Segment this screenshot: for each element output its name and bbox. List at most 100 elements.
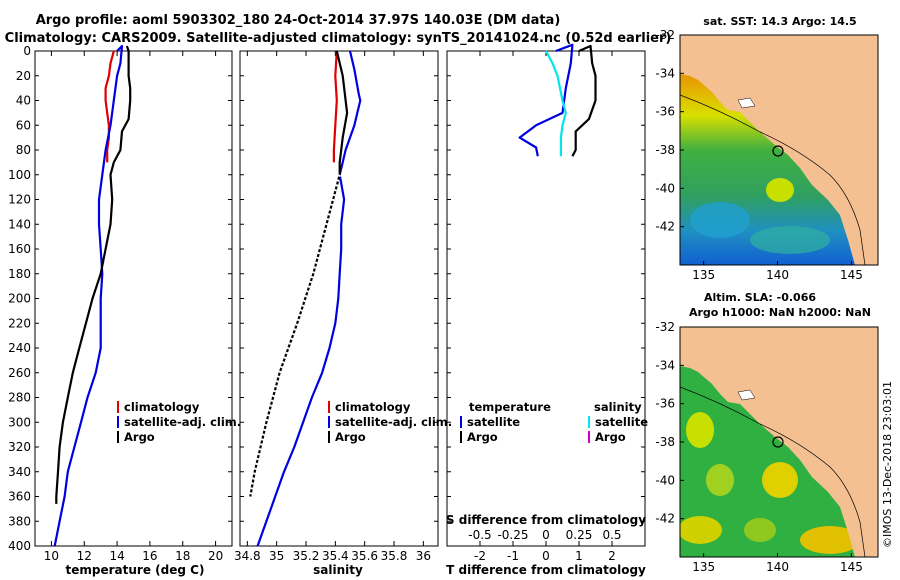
temperature-legend: climatology satellite-adj. clim. Argo <box>117 400 241 444</box>
depth-tick-label: 100 <box>8 168 31 182</box>
figure-title-line2: Climatology: CARS2009. Satellite-adjuste… <box>5 31 672 46</box>
x-tick-label: 34.8 <box>234 549 261 563</box>
s-diff-tick-label: -0.25 <box>497 528 528 542</box>
depth-tick-label: 40 <box>16 94 31 108</box>
legend-argo-label: Argo <box>335 430 366 444</box>
depth-tick-label: 200 <box>8 292 31 306</box>
series-line-satellite-adj-clim- <box>53 44 124 547</box>
x-tick-label: 35.2 <box>293 549 320 563</box>
legend-climatology-label: climatology <box>335 400 411 414</box>
s-diff-tick-label: 0.25 <box>566 528 593 542</box>
map-lat-label: -40 <box>655 181 675 195</box>
map-lat-label: -38 <box>655 143 675 157</box>
map-lon-label: 135 <box>692 560 715 574</box>
map-lat-label: -34 <box>655 358 675 372</box>
depth-tick-label: 0 <box>23 44 31 58</box>
x-tick-label: 20 <box>208 549 223 563</box>
depth-tick-label: 20 <box>16 69 31 83</box>
sla-map-title-line1: Altim. SLA: -0.066 <box>704 291 816 304</box>
t-difference-axis-label: T difference from climatology <box>446 563 646 577</box>
difference-panel-frame <box>446 50 646 547</box>
x-tick-label: 14 <box>109 549 124 563</box>
legend-climatology-label: climatology <box>124 400 200 414</box>
map-lat-label: -36 <box>655 397 675 411</box>
legend-argo-label: Argo <box>124 430 155 444</box>
sla-positive-patch <box>762 462 798 498</box>
series-line-argo-dotted <box>249 174 341 497</box>
x-tick-label: 10 <box>44 549 59 563</box>
map-lat-label: -32 <box>655 28 675 42</box>
depth-tick-label: 380 <box>8 514 31 528</box>
kangaroo-island <box>737 97 756 109</box>
map-lat-label: -38 <box>655 435 675 449</box>
depth-axis: 0 20 40 60 80 100 120 140 160 180 200 220 240 260 280 3… <box>8 44 645 553</box>
depth-tick-label: 340 <box>8 465 31 479</box>
legend-s-satellite-label: satellite <box>595 415 648 429</box>
depth-tick-label: 300 <box>8 415 31 429</box>
profile-series <box>53 43 597 547</box>
x-tick-label: 16 <box>142 549 157 563</box>
figure-title-line1: Argo profile: aoml 5903302_180 24-Oct-20… <box>36 13 561 28</box>
legend-t-argo-label: Argo <box>467 430 498 444</box>
legend-temperature-title: temperature <box>469 400 551 414</box>
x-tick-label: 35.4 <box>322 549 349 563</box>
land-australia <box>680 327 878 557</box>
sst-map <box>680 35 878 265</box>
sla-positive-patch <box>706 464 734 496</box>
depth-tick-label: 80 <box>16 143 31 157</box>
temperature-axis-label: temperature (deg C) <box>66 563 205 577</box>
difference-legend: temperature salinity satellite Argo sate… <box>460 400 648 444</box>
isobath-line <box>680 386 866 557</box>
legend-satellite-label: satellite-adj. clim. <box>124 415 241 429</box>
x-tick-label: 1 <box>575 549 583 563</box>
sla-positive-patch <box>800 526 860 554</box>
legend-satellite-label: satellite-adj. clim. <box>335 415 452 429</box>
series-line-climatology <box>104 50 115 163</box>
sla-map <box>680 327 878 557</box>
temperature-panel-frame <box>34 50 233 547</box>
depth-tick-label: 120 <box>8 193 31 207</box>
map-lon-label: 135 <box>692 268 715 282</box>
map-lon-label: 140 <box>766 560 789 574</box>
depth-tick-label: 60 <box>16 118 31 132</box>
x-tick-label: 2 <box>608 549 616 563</box>
series-line-satellite-adj-clim- <box>256 50 362 547</box>
x-tick-label: 35.6 <box>351 549 378 563</box>
salinity-legend: climatology satellite-adj. clim. Argo <box>328 400 452 444</box>
x-tick-label: 36 <box>416 549 431 563</box>
depth-tick-label: 400 <box>8 539 31 553</box>
legend-t-satellite-label: satellite <box>467 415 520 429</box>
sst-warm-patch <box>766 178 794 202</box>
depth-tick-label: 220 <box>8 316 31 330</box>
sst-map-axes: 135 140 145 -32 -34 -36 -38 -40 -42 <box>655 28 862 282</box>
series-line-salinity-satellite <box>545 50 567 157</box>
x-tick-label: -1 <box>507 549 519 563</box>
depth-tick-label: 160 <box>8 242 31 256</box>
x-tick-label: 18 <box>175 549 190 563</box>
depth-tick-label: 140 <box>8 217 31 231</box>
x-axes: 10 12 14 16 18 20 34.8 35 35.2 35.4 35.6 35.8 36 -2 -1… <box>44 51 622 563</box>
depth-tick-label: 260 <box>8 366 31 380</box>
sla-positive-patch <box>680 516 722 544</box>
x-tick-label: 35.8 <box>381 549 408 563</box>
depth-tick-label: 360 <box>8 490 31 504</box>
map-lat-label: -42 <box>655 512 675 526</box>
s-difference-axis-label: S difference from climatology <box>446 513 646 527</box>
argo-location-marker <box>772 145 784 157</box>
sst-patch <box>750 226 830 254</box>
depth-tick-label: 320 <box>8 440 31 454</box>
map-lat-label: -32 <box>655 320 675 334</box>
x-tick-label: 0 <box>542 549 550 563</box>
sst-cool-patch <box>690 202 750 238</box>
map-lon-label: 145 <box>840 268 863 282</box>
x-tick-label: 12 <box>77 549 92 563</box>
isobath-line <box>680 94 866 265</box>
s-diff-tick-label: 0 <box>542 528 550 542</box>
map-lat-label: -40 <box>655 473 675 487</box>
series-line-temperature-argo <box>571 44 597 157</box>
legend-s-argo-label: Argo <box>595 430 626 444</box>
sla-map-axes: 135 140 145 -32 -34 -36 -38 -40 -42 <box>655 320 862 574</box>
sla-positive-patch <box>744 518 776 542</box>
sst-map-title: sat. SST: 14.3 Argo: 14.5 <box>703 15 856 28</box>
x-tick-label: -2 <box>474 549 486 563</box>
